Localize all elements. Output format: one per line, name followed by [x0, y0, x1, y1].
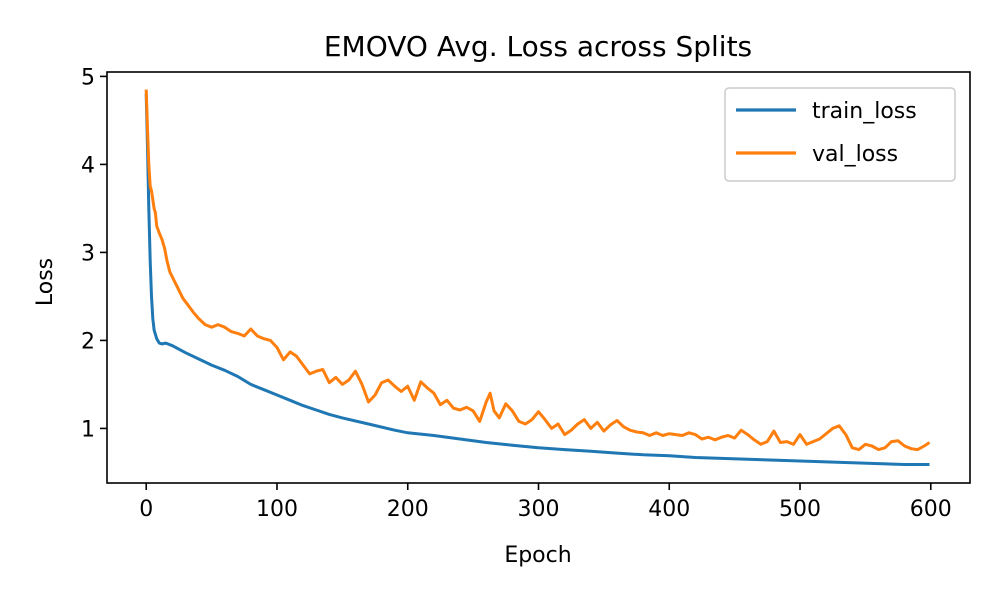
chart-title: EMOVO Avg. Loss across Splits — [324, 30, 752, 63]
series-line-train-loss — [144, 93, 930, 466]
x-tick-label: 100 — [256, 497, 298, 522]
legend-label-train-loss: train_loss — [812, 99, 917, 124]
x-axis-label: Epoch — [504, 543, 571, 568]
y-axis-ticks: 1 2 3 4 5 — [81, 65, 107, 442]
y-tick-label: 2 — [81, 329, 95, 354]
x-tick-label: 600 — [910, 497, 952, 522]
x-tick-label: 500 — [779, 497, 821, 522]
series-line-val-loss — [144, 89, 931, 452]
y-tick-label: 3 — [81, 241, 95, 266]
x-axis-ticks: 0 100 200 300 400 500 600 — [139, 483, 952, 522]
x-tick-label: 200 — [387, 497, 429, 522]
y-tick-label: 5 — [81, 65, 95, 90]
x-tick-label: 400 — [648, 497, 690, 522]
plot-lines — [144, 89, 931, 466]
y-axis-label: Loss — [33, 258, 58, 306]
y-tick-label: 4 — [81, 153, 95, 178]
legend-label-val-loss: val_loss — [812, 142, 898, 167]
legend: train_loss val_loss — [724, 87, 956, 182]
x-tick-label: 300 — [518, 497, 560, 522]
y-tick-label: 1 — [81, 417, 95, 442]
x-tick-label: 0 — [139, 497, 153, 522]
